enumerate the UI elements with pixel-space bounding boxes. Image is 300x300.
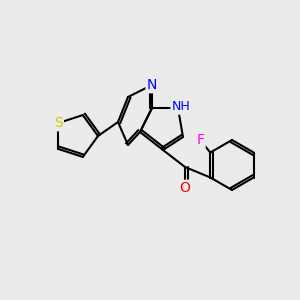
Text: N: N (147, 78, 157, 92)
Text: F: F (196, 134, 204, 148)
Text: NH: NH (172, 100, 190, 113)
Text: O: O (180, 181, 190, 195)
Text: S: S (54, 116, 63, 130)
